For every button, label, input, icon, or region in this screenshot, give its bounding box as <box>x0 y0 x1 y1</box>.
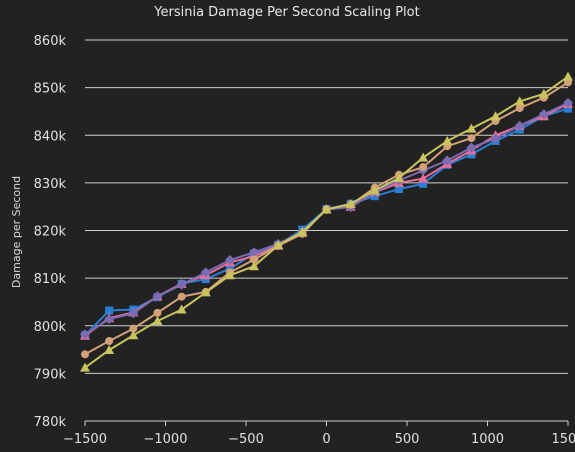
y-tick-label: 840k <box>34 129 67 144</box>
y-axis-label: Damage per Second <box>10 176 23 288</box>
y-tick-label: 790k <box>34 367 67 382</box>
chart-title: Yersinia Damage Per Second Scaling Plot <box>153 5 419 20</box>
data-point <box>564 104 572 113</box>
data-point <box>442 135 453 145</box>
data-point <box>563 71 573 81</box>
x-tick-label: 1000 <box>471 432 504 447</box>
data-point <box>200 287 211 297</box>
y-tick-label: 820k <box>34 225 67 240</box>
x-tick-label: 0 <box>322 432 330 447</box>
data-point <box>345 198 356 208</box>
x-tick-label: −1500 <box>63 432 107 447</box>
x-tick-label: −1000 <box>144 432 188 447</box>
data-point <box>466 123 477 133</box>
data-point <box>249 261 260 271</box>
data-point <box>418 152 429 162</box>
y-tick-label: 780k <box>34 415 67 430</box>
y-tick-label: 860k <box>34 34 67 49</box>
data-point <box>538 109 549 120</box>
data-point <box>394 185 403 194</box>
tick-labels: 780k 790k 800k 810k 820k 830k 840k 850k 860k −150… <box>34 34 575 447</box>
data-point <box>538 88 549 98</box>
data-point <box>514 96 525 106</box>
data-point <box>297 226 308 236</box>
y-tick-label: 850k <box>34 82 67 97</box>
data-point <box>249 247 260 258</box>
data-series <box>80 71 573 372</box>
data-point <box>321 204 332 214</box>
data-point <box>80 329 90 340</box>
data-point <box>152 291 163 302</box>
data-point <box>490 133 501 144</box>
data-point <box>418 173 429 183</box>
data-point <box>419 163 428 172</box>
data-point <box>176 304 187 314</box>
data-point <box>80 362 90 372</box>
data-point <box>467 134 476 143</box>
x-tick-label: 500 <box>395 432 420 447</box>
data-point <box>176 279 187 290</box>
data-point <box>563 97 573 108</box>
data-point <box>105 336 114 345</box>
data-point <box>442 155 453 166</box>
x-tick-label: −500 <box>228 432 264 447</box>
data-point <box>515 104 524 113</box>
data-point <box>105 306 114 315</box>
data-point <box>104 314 115 325</box>
data-point <box>200 267 211 278</box>
series-4 <box>80 71 573 372</box>
data-point <box>393 173 404 183</box>
data-point <box>419 179 428 188</box>
y-tick-label: 830k <box>34 177 67 192</box>
x-tick-label: 1500 <box>551 432 575 447</box>
data-point <box>128 308 139 319</box>
data-point <box>104 345 115 355</box>
y-tick-label: 800k <box>34 320 67 335</box>
data-point <box>250 255 259 264</box>
grid-lines <box>84 39 569 426</box>
data-point <box>81 350 89 359</box>
data-point <box>224 270 235 280</box>
data-point <box>514 120 525 131</box>
y-tick-label: 810k <box>34 272 67 287</box>
data-point <box>490 111 501 121</box>
data-point <box>273 240 284 250</box>
data-point <box>177 292 186 301</box>
data-point <box>224 255 235 266</box>
data-point <box>466 142 477 153</box>
data-point <box>128 330 139 340</box>
data-point <box>152 315 163 325</box>
data-point <box>129 324 138 333</box>
data-point <box>153 308 162 317</box>
data-point <box>369 185 380 195</box>
